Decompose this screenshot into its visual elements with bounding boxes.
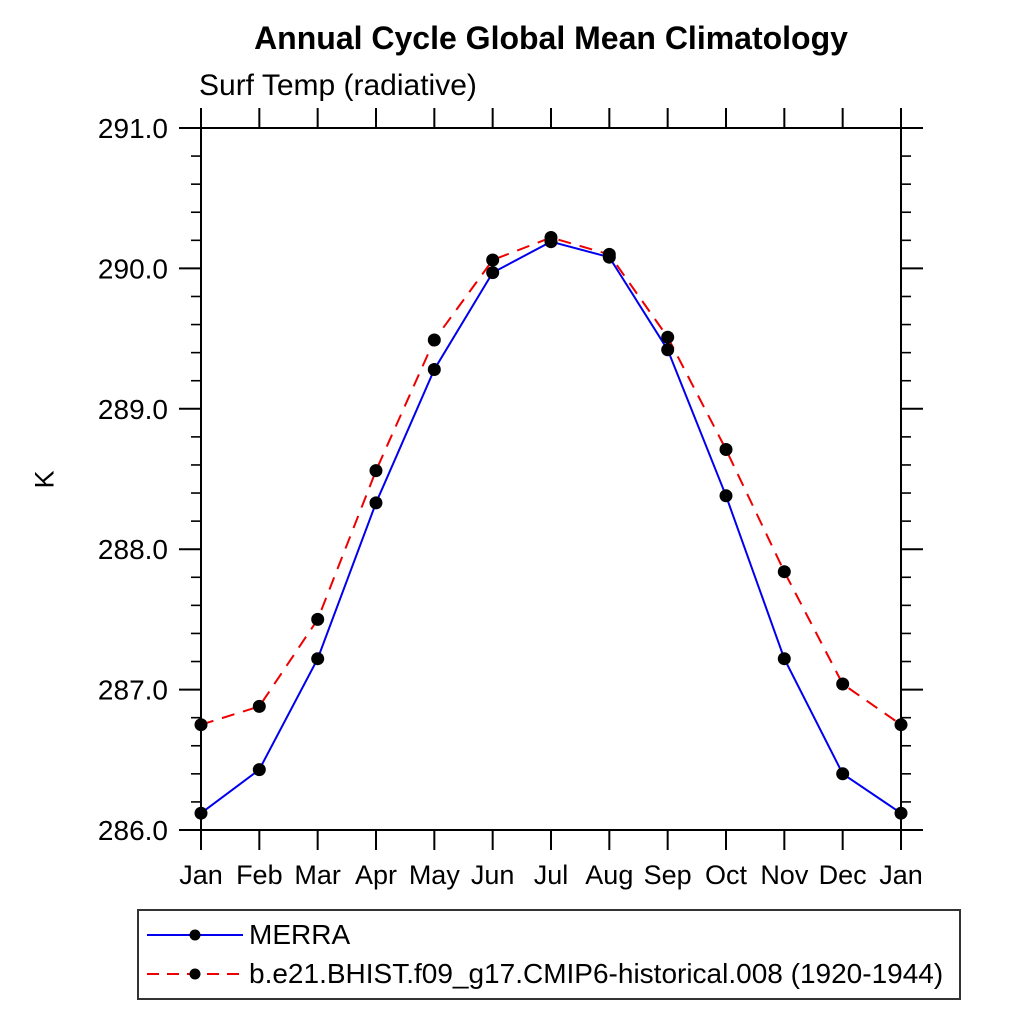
- y-tick-label: 288.0: [98, 534, 168, 565]
- merra-line-sample-icon: [147, 929, 243, 941]
- chart-title: Annual Cycle Global Mean Climatology: [254, 20, 848, 56]
- data-point: [777, 652, 791, 666]
- x-tick-labels: Jan Feb Mar Apr May Jun Jul Aug Sep Oct Nov Dec Jan: [179, 860, 923, 890]
- data-point: [719, 489, 733, 503]
- legend-label-model: b.e21.BHIST.f09_g17.CMIP6-historical.008…: [249, 958, 944, 990]
- series-model: [200, 236, 902, 726]
- series-merra: [200, 240, 902, 815]
- data-point: [661, 343, 675, 357]
- plot-frame: [182, 109, 920, 849]
- data-point: [719, 443, 733, 456]
- y-tick-label: 287.0: [98, 675, 168, 706]
- x-tick-label: Mar: [294, 860, 341, 890]
- y-tick-label: 290.0: [98, 253, 168, 284]
- data-point: [894, 718, 908, 732]
- data-point: [894, 806, 908, 820]
- model-line-sample-icon: [147, 968, 243, 980]
- y-tick-label: 289.0: [98, 394, 168, 425]
- x-tick-label: Jun: [471, 860, 515, 890]
- data-point: [427, 363, 441, 376]
- data-point: [602, 247, 616, 261]
- x-tick-label: Sep: [644, 860, 692, 890]
- data-point: [194, 806, 208, 820]
- legend-label-merra: MERRA: [249, 918, 351, 950]
- y-tick-labels: 286.0 287.0 288.0 289.0 290.0 291.0: [98, 113, 168, 846]
- x-tick-label: Nov: [760, 860, 809, 890]
- y-axis-ticks: [179, 127, 923, 831]
- data-point: [311, 652, 325, 666]
- x-tick-label: Jul: [534, 860, 569, 890]
- markers-merra: [194, 235, 908, 820]
- y-tick-label: 286.0: [98, 815, 168, 846]
- data-point: [836, 767, 850, 781]
- x-tick-label: May: [409, 860, 461, 890]
- x-tick-label: Oct: [705, 860, 748, 890]
- data-point: [194, 718, 208, 732]
- data-point: [369, 496, 383, 510]
- data-point: [369, 464, 383, 478]
- data-point: [311, 612, 325, 626]
- data-point: [252, 763, 266, 777]
- data-point: [252, 699, 266, 713]
- data-point: [836, 677, 850, 691]
- markers-model: [194, 231, 908, 732]
- legend-item-merra: MERRA: [144, 917, 959, 953]
- x-tick-label: Feb: [236, 860, 283, 890]
- x-tick-label: Jan: [179, 860, 223, 890]
- x-tick-label: Aug: [585, 860, 633, 890]
- data-point: [427, 333, 441, 347]
- data-point: [544, 231, 558, 244]
- data-point: [777, 565, 791, 579]
- x-tick-label: Apr: [355, 860, 397, 890]
- x-tick-label: Dec: [819, 860, 867, 890]
- data-point: [661, 330, 675, 344]
- data-point: [486, 253, 500, 267]
- y-tick-label: 291.0: [98, 113, 168, 144]
- x-tick-label: Jan: [879, 860, 923, 890]
- x-axis-ticks: [200, 108, 902, 850]
- chart-subtitle: Surf Temp (radiative): [199, 69, 477, 102]
- legend-item-model: b.e21.BHIST.f09_g17.CMIP6-historical.008…: [144, 956, 959, 992]
- data-point: [486, 266, 500, 280]
- legend: MERRA b.e21.BHIST.f09_g17.CMIP6-historic…: [137, 909, 961, 1000]
